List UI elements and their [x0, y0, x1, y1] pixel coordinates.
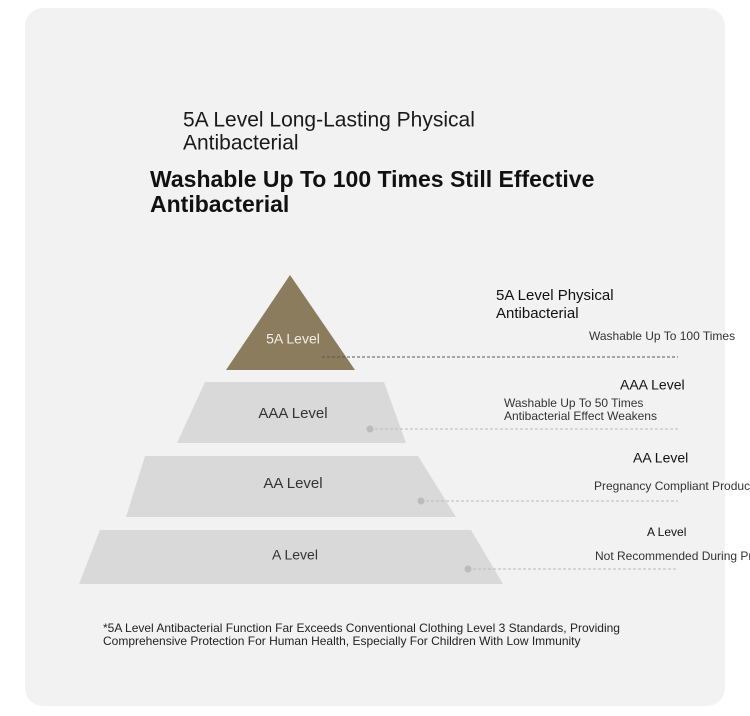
title-line: Antibacterial: [183, 132, 299, 155]
annotation-detail: Not Recommended During Pr: [595, 549, 750, 563]
annotation-detail: Antibacterial Effect Weakens: [504, 409, 657, 423]
pyramid-tier: [177, 382, 406, 443]
pyramid-tier: [79, 530, 503, 584]
annotation-title: 5A Level Physical: [496, 287, 614, 304]
annotation-title: AA Level: [633, 450, 688, 466]
pyramid-tier: [126, 456, 456, 517]
subtitle-line: Washable Up To 100 Times Still Effective: [150, 166, 594, 192]
annotation-detail: Pregnancy Compliant Produc: [594, 479, 750, 493]
level-label: AA Level: [263, 475, 322, 492]
footnote-line: *5A Level Antibacterial Function Far Exc…: [103, 621, 620, 635]
annotation-detail: Washable Up To 50 Times: [504, 396, 643, 410]
level-label: A Level: [272, 547, 318, 563]
footnote-line: Comprehensive Protection For Human Healt…: [103, 634, 581, 648]
annotation-title: Antibacterial: [496, 305, 579, 322]
annotation-title: AAA Level: [620, 377, 685, 393]
pyramid-top: [226, 275, 355, 370]
subtitle-line: Antibacterial: [150, 191, 289, 217]
annotation-detail: Washable Up To 100 Times: [589, 329, 735, 343]
annotation-title: A Level: [647, 525, 686, 539]
level-label: 5A Level: [266, 331, 320, 347]
level-label: AAA Level: [258, 405, 327, 422]
title-line: 5A Level Long-Lasting Physical: [183, 109, 475, 132]
